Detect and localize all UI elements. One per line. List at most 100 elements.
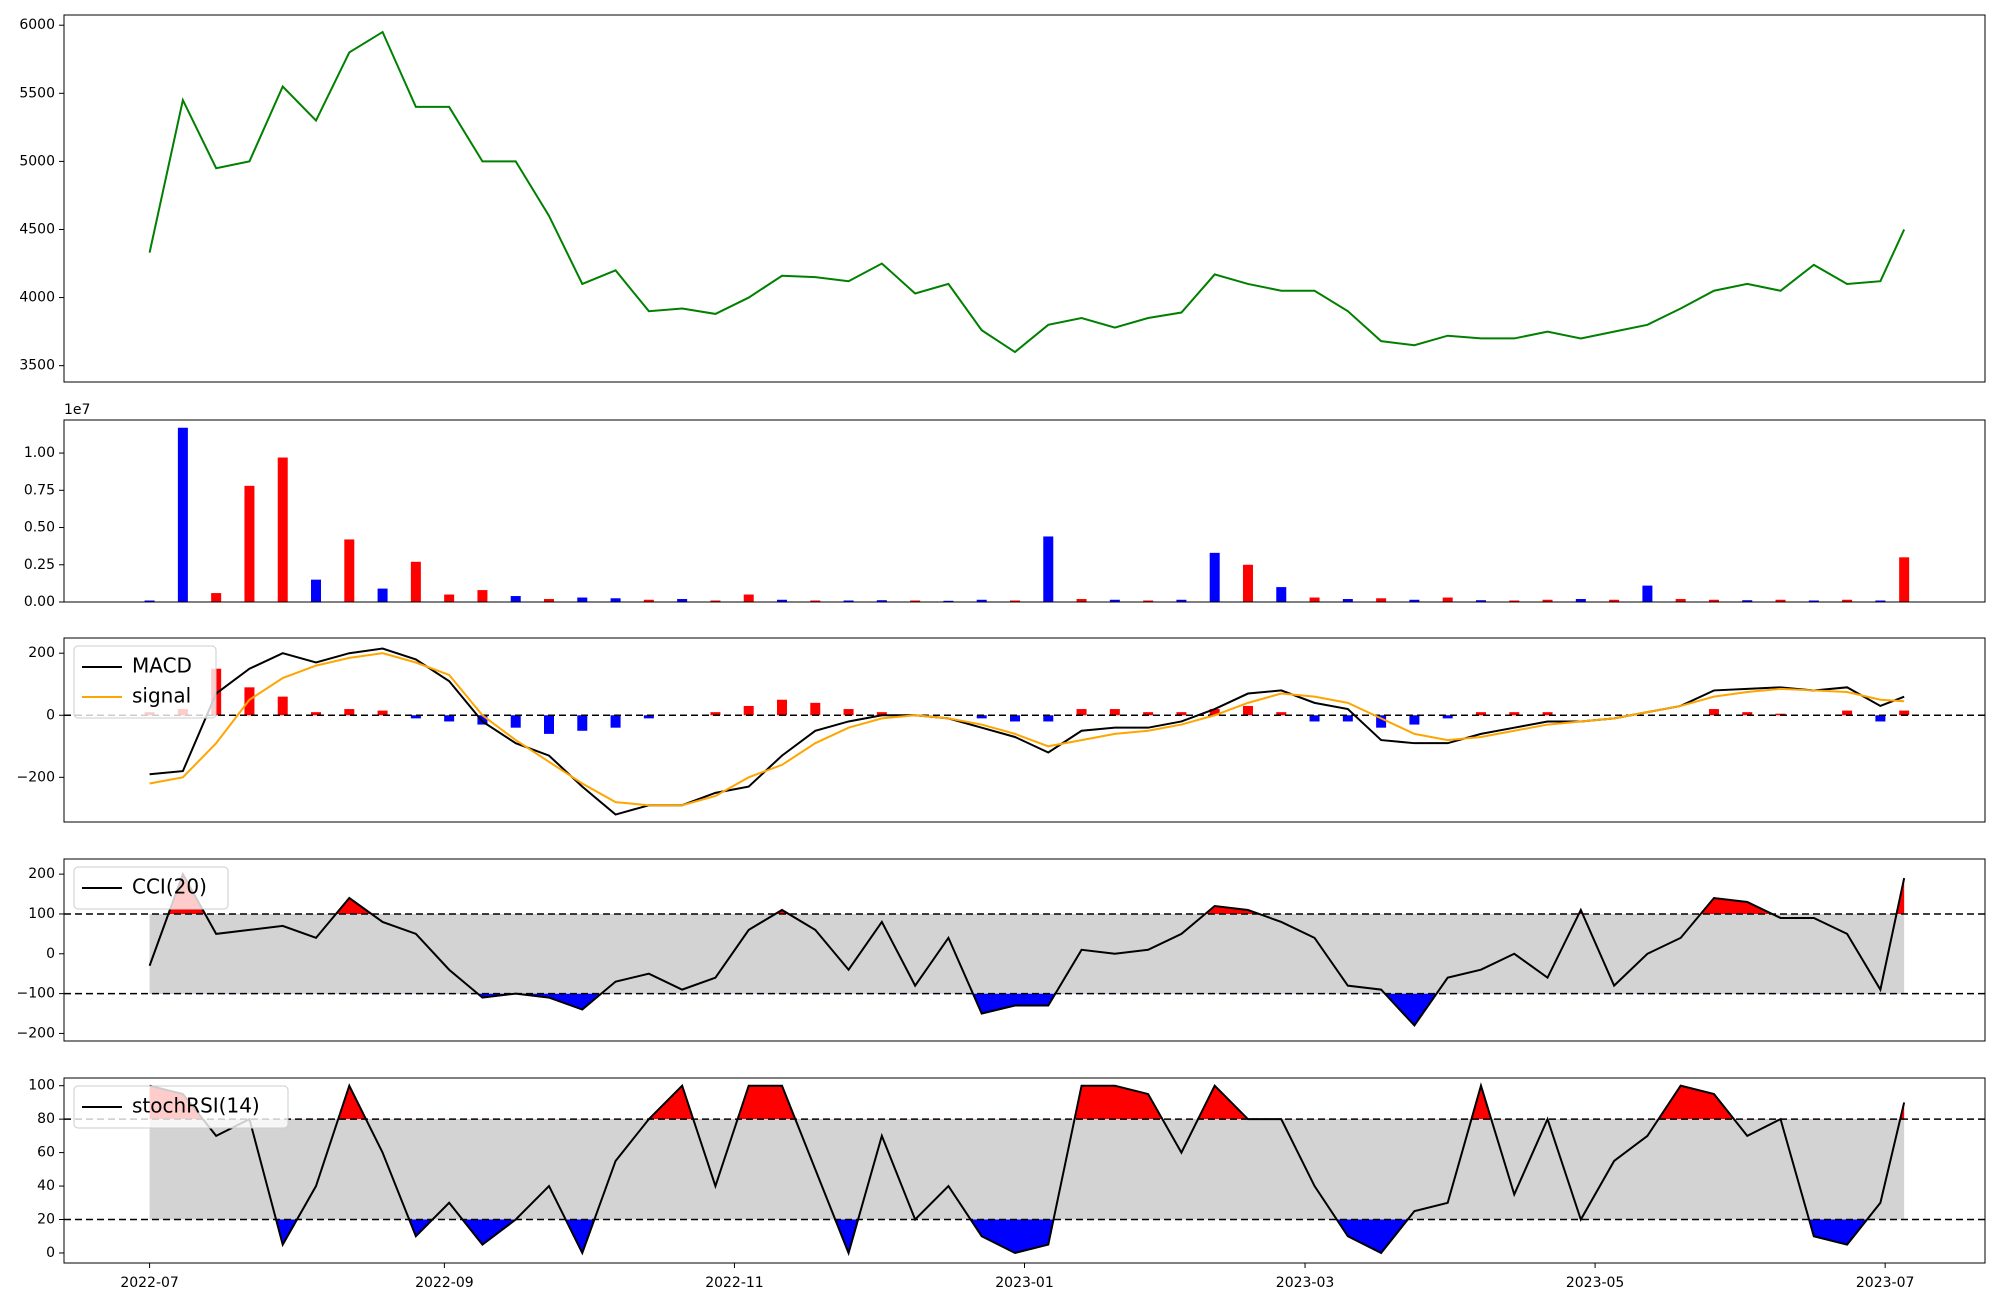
y-tick-label: 0.75 bbox=[24, 482, 55, 498]
plot-area bbox=[64, 1082, 1985, 1257]
bar bbox=[910, 600, 921, 602]
bar bbox=[1575, 599, 1586, 602]
bar bbox=[710, 600, 721, 602]
bar bbox=[1742, 600, 1753, 602]
bar bbox=[1409, 599, 1420, 602]
histogram-bar bbox=[1276, 712, 1287, 716]
y-tick-label: 4000 bbox=[19, 290, 55, 306]
y-tick-label: 6000 bbox=[19, 17, 55, 33]
y-tick-label: 100 bbox=[28, 1078, 55, 1094]
x-tick-label: 2022-09 bbox=[415, 1275, 474, 1291]
bar bbox=[643, 599, 654, 602]
bar bbox=[1176, 599, 1187, 602]
histogram-bar bbox=[1376, 715, 1387, 728]
legend: MACD signal bbox=[73, 645, 217, 719]
line bbox=[148, 30, 1906, 354]
bar bbox=[610, 598, 621, 602]
line bbox=[149, 652, 1905, 807]
x-tick-label: 2023-01 bbox=[995, 1275, 1054, 1291]
histogram-bar bbox=[1009, 715, 1020, 722]
axes-frame bbox=[63, 14, 1986, 383]
bar bbox=[1642, 585, 1653, 602]
histogram-bar bbox=[843, 709, 854, 716]
band bbox=[149, 913, 1905, 994]
line bbox=[149, 1082, 1906, 1257]
y-tick-label: 200 bbox=[28, 645, 55, 661]
plot-area bbox=[148, 30, 1906, 354]
line bbox=[149, 647, 1905, 816]
legend-label: CCI(20) bbox=[132, 875, 207, 899]
bar bbox=[1009, 600, 1020, 602]
bar bbox=[1143, 600, 1154, 602]
histogram-bar bbox=[311, 712, 322, 716]
bar bbox=[1775, 599, 1786, 602]
bar bbox=[843, 600, 854, 602]
histogram-bar bbox=[643, 715, 654, 719]
panel: 0 20 40 60 80 100 2022-07 2022-09 2022-11 2023-01… bbox=[28, 1077, 1986, 1291]
bar bbox=[144, 600, 155, 602]
histogram-bar bbox=[1708, 709, 1719, 716]
bar bbox=[1342, 599, 1353, 602]
legend-label: signal bbox=[132, 684, 191, 708]
x-tick-label: 2023-03 bbox=[1276, 1275, 1335, 1291]
y-tick-label: 3500 bbox=[19, 358, 55, 374]
bar bbox=[444, 594, 455, 602]
y-tick-label: 0 bbox=[46, 707, 55, 723]
bar bbox=[1609, 599, 1620, 602]
histogram-bar bbox=[876, 712, 887, 716]
histogram-bar bbox=[1342, 715, 1353, 722]
histogram-bar bbox=[1143, 712, 1154, 716]
legend-box bbox=[73, 1085, 289, 1129]
bar bbox=[1109, 599, 1120, 602]
histogram-bar bbox=[1775, 713, 1786, 716]
histogram-bar bbox=[1409, 715, 1420, 725]
plot-area bbox=[64, 871, 1985, 1028]
bar bbox=[577, 597, 588, 602]
bar bbox=[1442, 597, 1453, 602]
histogram-bar bbox=[1542, 712, 1553, 716]
y-tick-label: −100 bbox=[17, 986, 55, 1002]
y-tick-label: 0 bbox=[46, 946, 55, 962]
legend: stochRSI(14) bbox=[73, 1085, 289, 1129]
histogram-bar bbox=[710, 712, 721, 716]
histogram-bar bbox=[1475, 712, 1486, 716]
panel: 3500 4000 4500 5000 5500 6000 bbox=[19, 14, 1986, 383]
threshold-fill bbox=[477, 993, 1437, 1026]
x-tick-label: 2022-11 bbox=[705, 1275, 764, 1291]
bar bbox=[477, 590, 488, 602]
bar bbox=[377, 588, 388, 602]
histogram-bar bbox=[444, 715, 455, 722]
histogram-bar bbox=[1176, 712, 1187, 716]
bar bbox=[1076, 599, 1087, 602]
bar bbox=[976, 599, 987, 602]
bar bbox=[810, 600, 821, 602]
bar bbox=[1276, 587, 1287, 602]
plot-area bbox=[144, 427, 1910, 602]
histogram-bar bbox=[1309, 715, 1320, 722]
histogram-bar bbox=[1043, 715, 1054, 722]
histogram-bar bbox=[1076, 709, 1087, 716]
bar bbox=[211, 593, 222, 602]
threshold-fill bbox=[149, 1219, 1905, 1253]
bar bbox=[876, 600, 887, 602]
y-tick-label: 20 bbox=[37, 1212, 55, 1228]
bar bbox=[1708, 599, 1719, 602]
bar bbox=[776, 599, 787, 602]
legend-box bbox=[73, 645, 217, 719]
bar bbox=[943, 600, 954, 602]
histogram-bar bbox=[610, 715, 621, 728]
histogram-bar bbox=[344, 709, 355, 716]
offset-label: 1e7 bbox=[64, 402, 90, 418]
x-tick-label: 2023-07 bbox=[1856, 1275, 1915, 1291]
histogram-bar bbox=[1242, 705, 1253, 716]
bar bbox=[1842, 599, 1853, 602]
plot-area bbox=[64, 647, 1985, 816]
band bbox=[149, 1119, 1905, 1220]
bar bbox=[1043, 536, 1054, 602]
legend-label: stochRSI(14) bbox=[132, 1094, 260, 1118]
histogram-bar bbox=[410, 715, 421, 719]
histogram-bar bbox=[377, 710, 388, 716]
bar bbox=[1808, 600, 1819, 602]
histogram-bar bbox=[1842, 710, 1853, 716]
bar bbox=[677, 599, 688, 602]
